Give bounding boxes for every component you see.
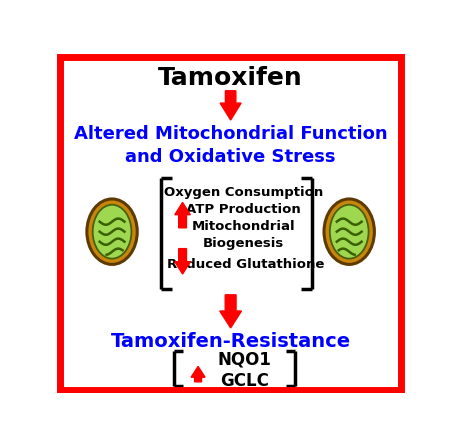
Ellipse shape: [87, 199, 137, 264]
Text: Tamoxifen-Resistance: Tamoxifen-Resistance: [111, 332, 351, 351]
Text: Reduced Glutathione: Reduced Glutathione: [167, 258, 325, 271]
FancyArrow shape: [220, 91, 241, 120]
FancyArrow shape: [175, 248, 190, 274]
Ellipse shape: [93, 205, 131, 259]
Text: Altered Mitochondrial Function
and Oxidative Stress: Altered Mitochondrial Function and Oxida…: [74, 125, 387, 166]
Ellipse shape: [330, 205, 369, 259]
FancyArrow shape: [175, 202, 190, 228]
FancyArrow shape: [191, 366, 205, 382]
Ellipse shape: [324, 199, 374, 264]
Text: Tamoxifen: Tamoxifen: [158, 66, 303, 90]
Text: NQO1
GCLC: NQO1 GCLC: [218, 350, 271, 390]
Text: Oxygen Consumption
ATP Production
Mitochondrial
Biogenesis: Oxygen Consumption ATP Production Mitoch…: [164, 186, 324, 250]
FancyArrow shape: [220, 295, 242, 328]
